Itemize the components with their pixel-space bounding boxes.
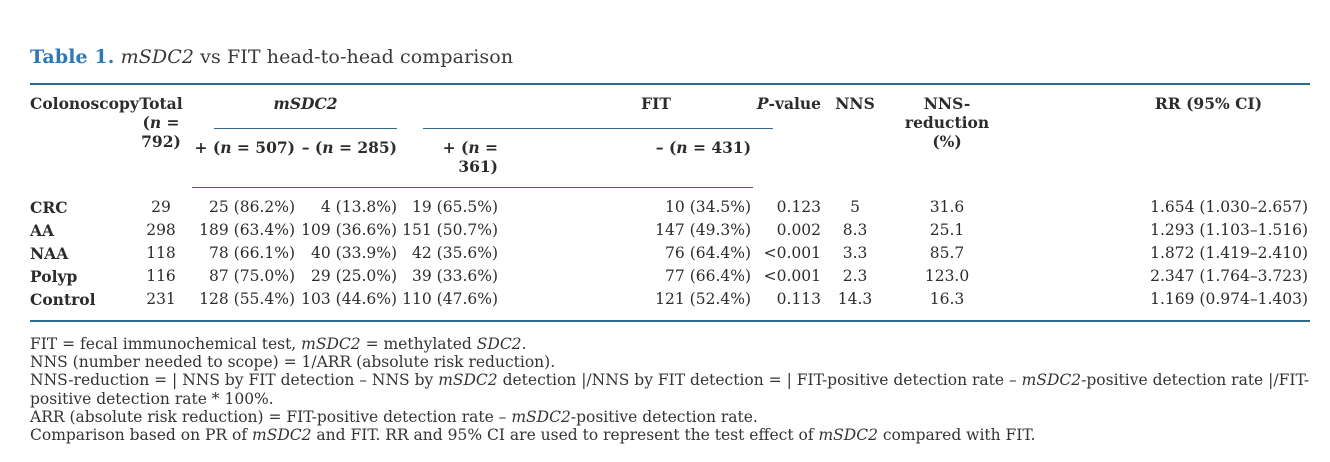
group-header-fit: FIT <box>399 84 774 133</box>
table-cell: 10 (34.5%) <box>665 198 752 216</box>
msdc2-spanner-rule: mSDC2 <box>214 94 398 129</box>
table-cell: 16.3 <box>929 290 965 308</box>
table-cell: 25 (86.2%) <box>209 198 295 216</box>
footnote: ARR (absolute risk reduction) = FIT-posi… <box>30 407 758 426</box>
table-cell: 85.7 <box>929 244 965 262</box>
table-cell: 1.872 (1.419–2.410) <box>1150 244 1309 262</box>
table-cell: 5 <box>850 197 860 216</box>
table-cell: 8.3 <box>842 221 868 239</box>
table-cell: 0.123 <box>776 197 822 216</box>
table-cell: 0.113 <box>776 290 822 308</box>
table-cell: 29 <box>151 197 171 216</box>
table-cell: 1.169 (0.974–1.403) <box>1150 290 1309 308</box>
table-cell: 103 (44.6%) <box>301 290 398 308</box>
table-cell: 3.3 <box>842 244 868 262</box>
table-cell: 123.0 <box>924 267 970 285</box>
table-body: CRC 29 25 (86.2%) 4 (13.8%) 19 (65.5%) 1… <box>30 188 1310 322</box>
table-title-text: mSDC2 vs FIT head-to-head comparison <box>120 46 514 68</box>
row-label: NAA <box>30 244 69 263</box>
table-row-crc: CRC 29 25 (86.2%) 4 (13.8%) 19 (65.5%) 1… <box>30 188 1310 220</box>
header-row-groups: Colonoscopy Total (n = 792) mSDC2 FIT P-v… <box>30 84 1310 151</box>
table-cell: 109 (36.6%) <box>301 221 398 239</box>
row-label: Control <box>30 290 96 309</box>
table-cell: 19 (65.5%) <box>412 198 499 216</box>
table-cell: 121 (52.4%) <box>655 290 752 308</box>
table-cell: 147 (49.3%) <box>655 221 752 239</box>
table-cell: 110 (47.6%) <box>402 290 499 308</box>
row-label: AA <box>30 221 55 240</box>
col-header-nns: NNS <box>835 94 875 113</box>
table-cell: 42 (35.6%) <box>412 244 499 262</box>
table-cell: 151 (50.7%) <box>402 221 499 239</box>
table-row-naa: NAA 118 78 (66.1%) 40 (33.9%) 42 (35.6%)… <box>30 242 1310 265</box>
col-header-p-value: P-value <box>756 94 822 113</box>
table-cell: 76 (64.4%) <box>665 244 752 262</box>
table-cell: 25.1 <box>929 221 965 239</box>
table-cell: 40 (33.9%) <box>311 244 398 262</box>
group-header-msdc2: mSDC2 <box>192 84 399 133</box>
table-cell: 231 <box>146 290 176 308</box>
row-label: Polyp <box>30 267 78 286</box>
table-cell: 0.002 <box>776 221 822 239</box>
table-cell: 2.347 (1.764–3.723) <box>1150 267 1309 285</box>
row-label: CRC <box>30 197 68 217</box>
table-cell: 4 (13.8%) <box>320 198 398 216</box>
table-cell: 116 <box>146 267 176 285</box>
table-cell: 298 <box>146 221 176 239</box>
table-cell: 29 (25.0%) <box>311 267 398 285</box>
subheader-fit-negative: – (n = 431) <box>500 133 754 188</box>
table-header: Colonoscopy Total (n = 792) mSDC2 FIT P-v… <box>30 84 1310 188</box>
table-cell: 39 (33.6%) <box>412 267 499 285</box>
table-cell: 1.654 (1.030–2.657) <box>1150 197 1309 216</box>
group-header-fit-label: FIT <box>641 94 671 113</box>
col-header-colonoscopy: Colonoscopy <box>30 94 139 113</box>
col-header-nns-reduction: NNS-reduction (%) <box>904 94 990 151</box>
table-cell: 78 (66.1%) <box>209 244 295 262</box>
table-footnotes: FIT = fecal immunochemical test, mSDC2 =… <box>30 335 1310 444</box>
table-cell: 14.3 <box>837 290 873 308</box>
footnote: NNS-reduction = | NNS by FIT detection –… <box>30 371 1310 408</box>
group-header-msdc2-label: mSDC2 <box>273 94 338 113</box>
table-cell: 189 (63.4%) <box>199 221 295 239</box>
comparison-table: Colonoscopy Total (n = 792) mSDC2 FIT P-v… <box>30 83 1311 322</box>
table-row-polyp: Polyp 116 87 (75.0%) 29 (25.0%) 39 (33.6… <box>30 265 1310 288</box>
table-cell: 1.293 (1.103–1.516) <box>1150 221 1309 239</box>
col-header-rr: RR (95% CI) <box>1154 94 1263 113</box>
footnote: Comparison based on PR of mSDC2 and FIT.… <box>30 426 1036 445</box>
subheader-fit-positive: + (n = 361) <box>399 133 501 188</box>
fit-spanner-rule: FIT <box>423 94 774 129</box>
subheader-msdc2-positive: + (n = 507) <box>192 133 297 188</box>
table-cell: 2.3 <box>842 267 868 285</box>
table-cell: 31.6 <box>929 197 965 216</box>
table-cell: 77 (66.4%) <box>665 267 752 285</box>
col-header-total: Total (n = 792) <box>139 94 183 151</box>
table-title: Table 1. mSDC2 vs FIT head-to-head compa… <box>30 46 1310 68</box>
footnote: FIT = fecal immunochemical test, mSDC2 =… <box>30 335 527 353</box>
table-row-control: Control 231 128 (55.4%) 103 (44.6%) 110 … <box>30 288 1310 321</box>
table-cell: <0.001 <box>763 244 822 262</box>
table-row-aa: AA 298 189 (63.4%) 109 (36.6%) 151 (50.7… <box>30 219 1310 242</box>
table-number-label: Table 1. <box>30 46 115 68</box>
table-cell: <0.001 <box>763 267 822 285</box>
table-cell: 87 (75.0%) <box>209 267 295 285</box>
header-row-subcolumns: + (n = 507) – (n = 285) + (n = 361) – (n… <box>30 133 1310 188</box>
table-cell: 118 <box>146 244 176 262</box>
footnote: NNS (number needed to scope) = 1/ARR (ab… <box>30 353 556 372</box>
subheader-msdc2-negative: – (n = 285) <box>297 133 400 188</box>
table-cell: 128 (55.4%) <box>199 290 295 308</box>
